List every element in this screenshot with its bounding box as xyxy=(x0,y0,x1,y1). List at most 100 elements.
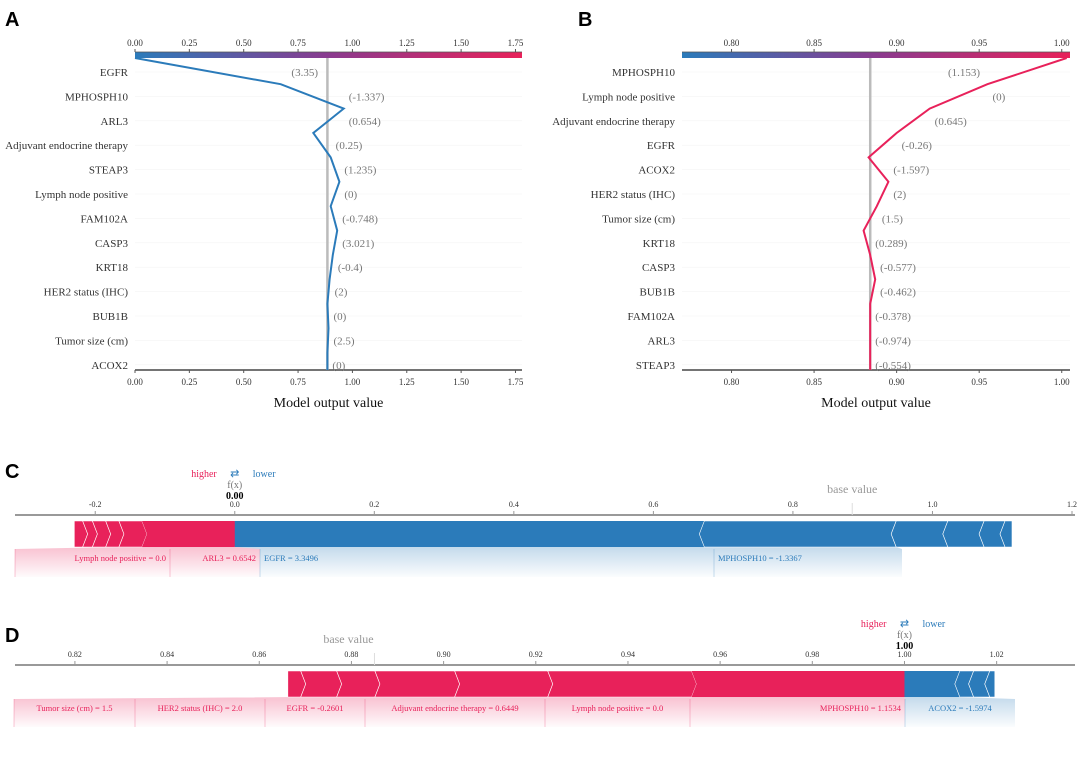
bottom-tick-label: 0.80 xyxy=(724,377,740,387)
label-connector xyxy=(704,547,902,577)
positive-feature-segment xyxy=(374,670,460,698)
feature-value-label: (0.289) xyxy=(875,238,907,250)
feature-value-label: (2) xyxy=(335,287,348,299)
feature-label: EGFR xyxy=(100,67,129,79)
fx-value: 0.00 xyxy=(226,491,244,502)
bottom-tick-label: 0.75 xyxy=(290,377,306,387)
tick-label: -0.2 xyxy=(89,500,102,509)
tick-label: 0.98 xyxy=(805,650,819,659)
feature-contribution-label: EGFR = -0.2601 xyxy=(287,703,344,713)
feature-value-label: (-0.577) xyxy=(880,262,916,274)
bottom-tick-label: 0.25 xyxy=(181,377,197,387)
feature-contribution-label: Tumor size (cm) = 1.5 xyxy=(36,703,112,713)
feature-label: BUB1B xyxy=(640,287,675,299)
bottom-tick-label: 1.00 xyxy=(345,377,361,387)
tick-label: 0.82 xyxy=(68,650,82,659)
feature-value-label: (0.25) xyxy=(336,140,363,152)
top-tick-label: 1.00 xyxy=(345,38,361,48)
feature-label: Lymph node positive xyxy=(582,91,675,103)
tick-label: 0.86 xyxy=(252,650,266,659)
higher-label: higher xyxy=(191,469,217,480)
positive-feature-segment xyxy=(547,670,697,698)
top-tick-label: 1.00 xyxy=(1054,38,1070,48)
feature-value-label: (-0.4) xyxy=(338,262,363,274)
feature-label: STEAP3 xyxy=(636,360,676,372)
panel-label-b: B xyxy=(578,9,592,31)
x-axis-label: Model output value xyxy=(274,396,384,411)
bottom-tick-label: 0.00 xyxy=(127,377,143,387)
label-connector xyxy=(234,547,714,577)
negative-feature-segment xyxy=(890,520,949,548)
bottom-tick-label: 0.95 xyxy=(971,377,987,387)
feature-value-label: (-0.462) xyxy=(880,287,916,299)
feature-value-label: (0) xyxy=(992,91,1005,103)
top-tick-label: 0.80 xyxy=(724,38,740,48)
feature-contribution-label: MPHOSPH10 = -1.3367 xyxy=(718,553,802,563)
feature-value-label: (-0.554) xyxy=(875,360,911,372)
arrows-icon: ⇄ xyxy=(900,618,909,630)
feature-label: HER2 status (IHC) xyxy=(44,287,129,299)
feature-value-label: (-0.748) xyxy=(342,213,378,225)
tick-label: 1.00 xyxy=(897,650,911,659)
arrows-icon: ⇄ xyxy=(230,468,239,480)
top-tick-label: 1.25 xyxy=(399,38,415,48)
fx-label: f(x) xyxy=(897,630,912,641)
feature-label: STEAP3 xyxy=(89,165,129,177)
feature-contribution-label: ACOX2 = -1.5974 xyxy=(928,703,992,713)
negative-feature-segment xyxy=(984,670,996,698)
tick-label: 0.2 xyxy=(369,500,379,509)
label-connector xyxy=(365,697,548,727)
top-tick-label: 0.50 xyxy=(236,38,252,48)
positive-feature-segment xyxy=(336,670,381,698)
feature-value-label: (-0.974) xyxy=(875,335,911,347)
label-connector xyxy=(14,697,337,727)
label-connector xyxy=(265,697,455,727)
feature-label: CASP3 xyxy=(95,238,129,250)
negative-feature-segment xyxy=(999,520,1013,548)
positive-feature-segment xyxy=(141,521,240,547)
lower-label: lower xyxy=(253,469,276,480)
decision-plot-a: 0.00 0.00 0.25 0.25 0.50 0.50 0.75 0.75 1.00 1.00… xyxy=(5,38,524,411)
feature-value-label: (2) xyxy=(893,189,906,201)
colorbar xyxy=(682,52,1070,58)
negative-feature-segment xyxy=(234,521,705,547)
higher-label: higher xyxy=(861,619,887,630)
top-tick-label: 0.90 xyxy=(889,38,905,48)
tick-label: 1.2 xyxy=(1067,500,1077,509)
top-tick-label: 1.50 xyxy=(453,38,469,48)
decision-plot-b: 0.80 0.80 0.85 0.85 0.90 0.90 0.95 0.95 1.00 1.00… xyxy=(552,38,1070,411)
bottom-tick-label: 1.00 xyxy=(1054,377,1070,387)
feature-label: HER2 status (IHC) xyxy=(591,189,676,201)
top-tick-label: 0.85 xyxy=(806,38,822,48)
feature-label: Lymph node positive xyxy=(35,189,128,201)
fx-label: f(x) xyxy=(227,480,242,491)
label-connector xyxy=(690,697,905,727)
decision-line xyxy=(862,57,1068,370)
feature-label: BUB1B xyxy=(93,311,128,323)
x-axis-label: Model output value xyxy=(821,396,931,411)
top-tick-label: 0.25 xyxy=(181,38,197,48)
feature-label: ARL3 xyxy=(648,335,676,347)
feature-label: ARL3 xyxy=(101,116,129,128)
tick-label: 0.96 xyxy=(713,650,727,659)
feature-label: Adjuvant endocrine therapy xyxy=(552,116,675,128)
feature-value-label: (1.153) xyxy=(948,67,980,79)
feature-contribution-label: ARL3 = 0.6542 xyxy=(202,553,256,563)
tick-label: 0.0 xyxy=(230,500,240,509)
tick-label: 1.0 xyxy=(927,500,937,509)
feature-contribution-label: Lymph node positive = 0.0 xyxy=(572,703,663,713)
force-plot-d: 0.82 0.84 0.86 0.88 0.90 0.92 0.94 0.96 0.98 1.00… xyxy=(13,618,1075,727)
feature-value-label: (0.654) xyxy=(349,116,381,128)
feature-label: MPHOSPH10 xyxy=(65,91,128,103)
feature-value-label: (3.021) xyxy=(342,238,374,250)
base-value-label: base value xyxy=(827,482,877,496)
feature-label: Tumor size (cm) xyxy=(55,335,128,347)
feature-label: ACOX2 xyxy=(91,360,128,372)
feature-label: KRT18 xyxy=(96,262,129,274)
panel-label-d: D xyxy=(5,625,19,647)
feature-value-label: (0) xyxy=(344,189,357,201)
feature-value-label: (-0.26) xyxy=(902,140,933,152)
feature-label: MPHOSPH10 xyxy=(612,67,675,79)
feature-contribution-label: HER2 status (IHC) = 2.0 xyxy=(158,703,243,713)
